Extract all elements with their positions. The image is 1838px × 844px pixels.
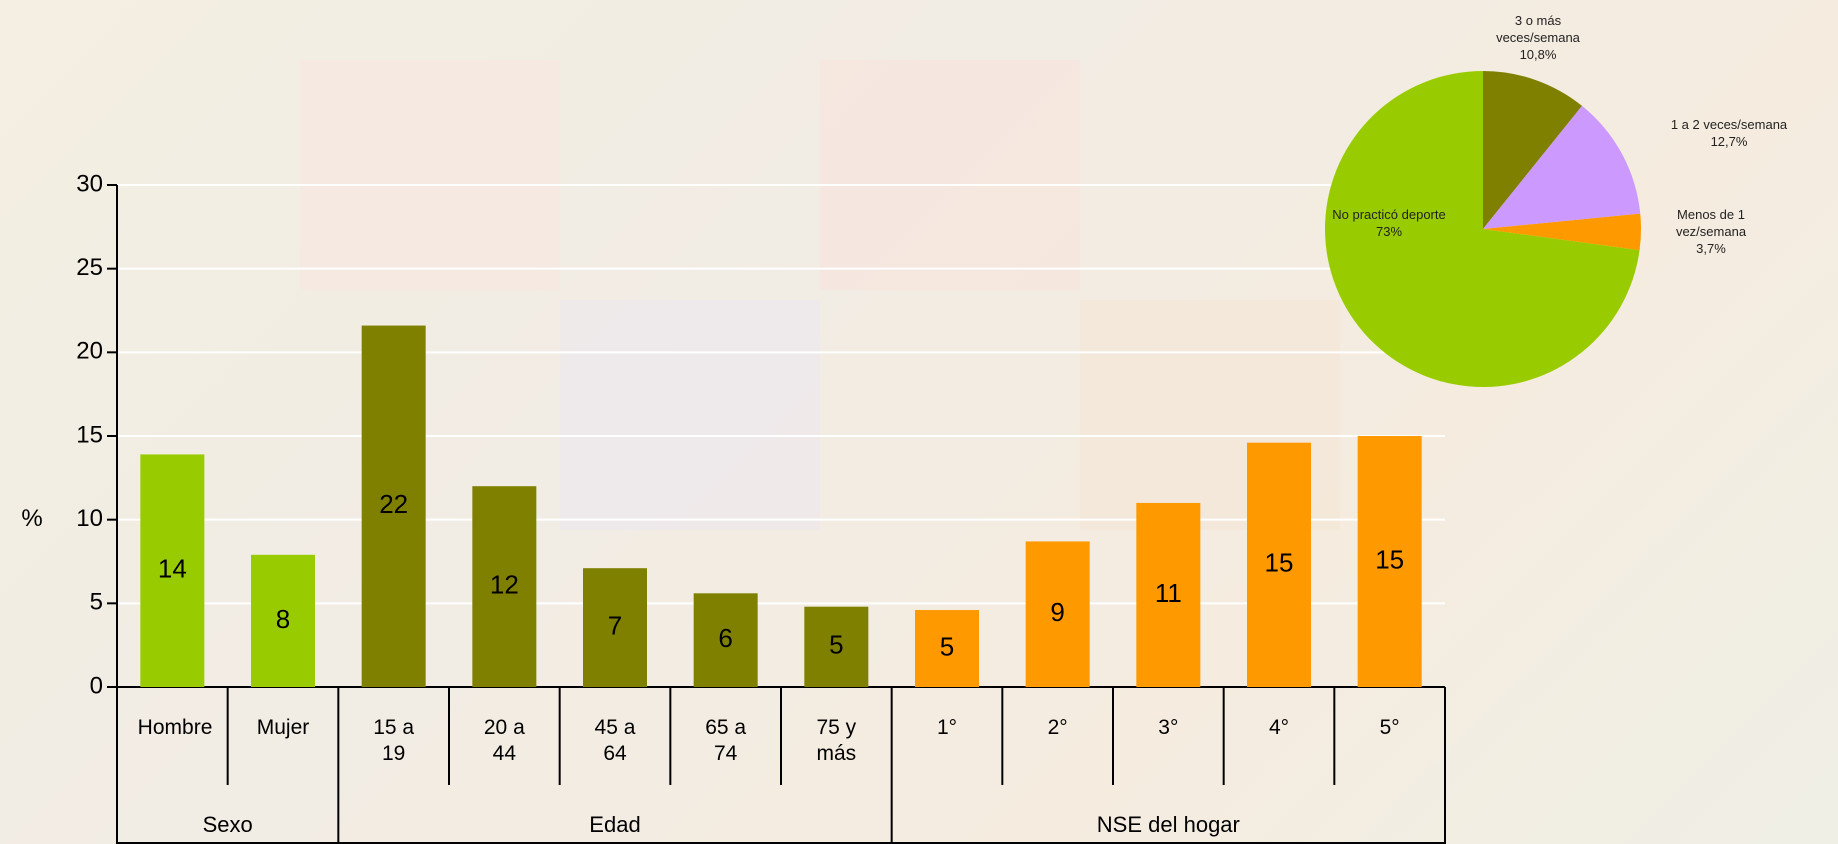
pie-slice bbox=[1483, 71, 1583, 229]
y-tick-label: 0 bbox=[90, 672, 103, 699]
pie-category: 3 o más veces/semana bbox=[1496, 13, 1580, 45]
pie-category: Menos de 1 vez/semana bbox=[1675, 207, 1747, 239]
x-tick-label: 3° bbox=[1158, 716, 1179, 739]
value-label: 22 bbox=[379, 489, 408, 519]
x-tick-label: 20 a 44 bbox=[483, 716, 525, 765]
value-label: 5 bbox=[940, 631, 954, 661]
bg-patch bbox=[560, 300, 820, 530]
value-label: 14 bbox=[158, 554, 187, 584]
pie-value-label: 12,7% bbox=[1710, 134, 1748, 149]
y-tick-label: 30 bbox=[76, 170, 103, 197]
x-tick-label: 5° bbox=[1379, 716, 1400, 739]
bar bbox=[1025, 541, 1090, 687]
pie-slice bbox=[1483, 105, 1641, 229]
value-label: 8 bbox=[276, 604, 290, 634]
value-label: 12 bbox=[490, 569, 519, 599]
x-tick-label: 65 a 74 bbox=[705, 716, 747, 765]
pie-slice bbox=[1325, 71, 1640, 387]
bar bbox=[472, 486, 537, 687]
bar bbox=[1247, 442, 1311, 687]
bg-patch bbox=[300, 60, 560, 290]
bar bbox=[583, 568, 647, 687]
y-tick-label: 10 bbox=[76, 505, 103, 532]
bar bbox=[804, 606, 869, 687]
bar bbox=[1136, 502, 1201, 687]
pie-label: Menos de 1 vez/semana 3,7% bbox=[1651, 206, 1771, 257]
pie-category: No practicó deporte bbox=[1332, 207, 1446, 222]
pie-label: No practicó deporte 73% bbox=[1329, 206, 1449, 240]
x-tick-label: 15 a 19 bbox=[373, 716, 415, 765]
y-tick-label: 25 bbox=[76, 254, 103, 281]
pie-value-label: 10,8% bbox=[1519, 47, 1557, 62]
group-label: NSE del hogar bbox=[1096, 812, 1240, 837]
value-label: 5 bbox=[829, 630, 843, 660]
pie-slice bbox=[1483, 213, 1641, 251]
pie-label: 3 o más veces/semana 10,8% bbox=[1478, 12, 1598, 63]
bar bbox=[361, 325, 426, 687]
pie-category: 1 a 2 veces/semana bbox=[1670, 117, 1788, 132]
value-label: 15 bbox=[1375, 544, 1404, 574]
bar bbox=[251, 554, 315, 687]
x-tick-label: 1° bbox=[936, 716, 958, 739]
bar bbox=[1357, 436, 1422, 687]
y-tick-label: 15 bbox=[76, 421, 103, 448]
x-tick-label: 45 a 64 bbox=[594, 716, 636, 765]
value-label: 7 bbox=[608, 610, 622, 640]
pie-value-label: 3,7% bbox=[1696, 241, 1726, 256]
group-label: Sexo bbox=[202, 812, 253, 837]
bar bbox=[915, 610, 979, 687]
y-tick-label: 5 bbox=[90, 589, 103, 616]
bg-patch bbox=[820, 60, 1080, 290]
x-tick-label: Hombre bbox=[137, 716, 213, 739]
pie-label: 1 a 2 veces/semana 12,7% bbox=[1669, 116, 1789, 150]
value-label: 9 bbox=[1050, 597, 1064, 627]
x-tick-label: Mujer bbox=[256, 716, 310, 739]
bar bbox=[140, 454, 205, 687]
value-label: 11 bbox=[1155, 578, 1182, 608]
x-tick-label: 4° bbox=[1268, 716, 1290, 739]
y-axis-label: % bbox=[21, 504, 43, 532]
bar bbox=[693, 593, 758, 687]
group-label: Edad bbox=[589, 812, 641, 837]
value-label: 15 bbox=[1265, 548, 1294, 578]
pie-value-label: 73% bbox=[1375, 224, 1403, 239]
y-tick-label: 20 bbox=[76, 338, 103, 365]
x-tick-label: 75 y más bbox=[816, 716, 857, 765]
value-label: 6 bbox=[718, 623, 732, 653]
x-tick-label: 2° bbox=[1047, 716, 1068, 739]
